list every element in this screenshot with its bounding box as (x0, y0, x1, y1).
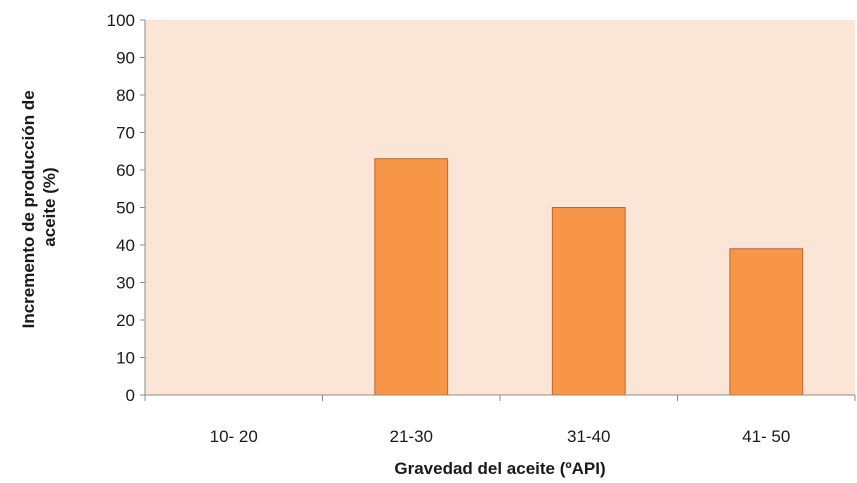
y-tick-label: 50 (116, 199, 135, 218)
y-tick-label: 30 (116, 274, 135, 293)
y-ticks-group: 0 10 20 30 40 50 60 70 80 90 100 (107, 11, 145, 405)
bars-group (374, 158, 804, 396)
x-tick-label: 10- 20 (210, 427, 258, 446)
y-axis-title: Incremento de producción de aceite (%) (19, 86, 59, 329)
bar (374, 158, 449, 396)
y-tick-label: 60 (116, 161, 135, 180)
y-tick-label: 70 (116, 124, 135, 143)
y-axis-title-line-2: aceite (%) (40, 167, 59, 246)
y-tick-label: 100 (107, 11, 135, 30)
y-tick-label: 90 (116, 49, 135, 68)
x-tick-label: 21-30 (390, 427, 433, 446)
y-tick-label: 20 (116, 311, 135, 330)
x-axis-title: Gravedad del aceite (ºAPI) (394, 459, 605, 478)
y-tick-label: 10 (116, 349, 135, 368)
x-ticks-group: 10- 20 21-30 31-40 41- 50 (144, 395, 856, 446)
y-tick-label: 40 (116, 236, 135, 255)
y-tick-label: 80 (116, 86, 135, 105)
y-axis-title-line-1: Incremento de producción de (19, 90, 38, 328)
bar (729, 248, 804, 396)
x-tick-label: 41- 50 (742, 427, 790, 446)
bar (551, 207, 626, 396)
x-tick-label: 31-40 (567, 427, 610, 446)
y-tick-label: 0 (126, 386, 135, 405)
